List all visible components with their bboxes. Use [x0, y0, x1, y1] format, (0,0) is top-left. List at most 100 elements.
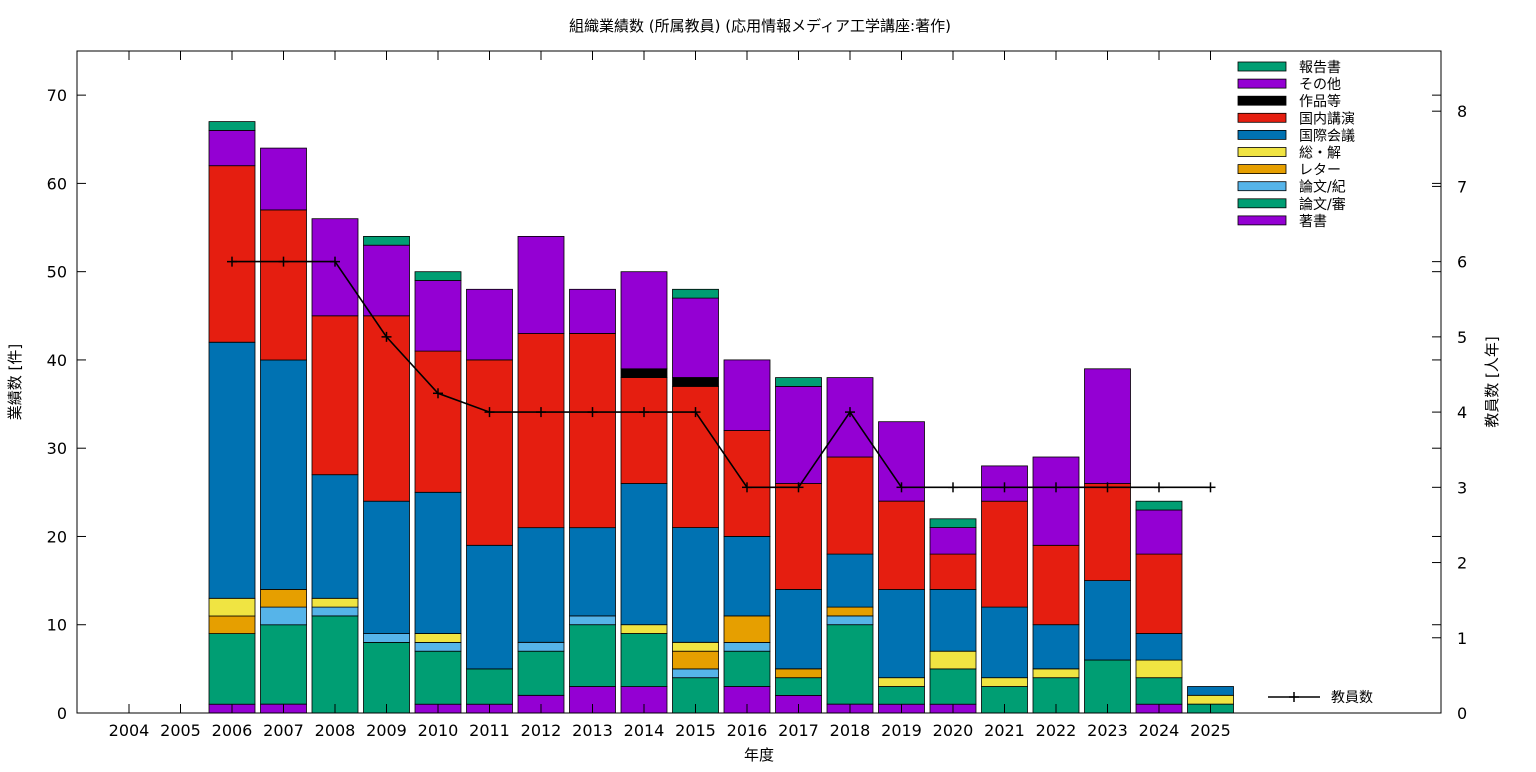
x-tick-label: 2013 — [572, 721, 613, 740]
bar-2025-series-5 — [1187, 686, 1234, 696]
bar-2009-series-8 — [363, 244, 410, 317]
bar-2012-series-5 — [517, 527, 565, 643]
bar-2020-series-6 — [929, 553, 977, 590]
y-tick-label: 30 — [47, 439, 67, 458]
legend-staff-line: 教員数 — [1268, 690, 1373, 706]
legend-label: 論文/審 — [1299, 197, 1346, 213]
staff-point — [433, 388, 443, 399]
x-tick-label: 2004 — [109, 721, 150, 740]
y-tick-label: 40 — [47, 351, 67, 370]
bar-2008-series-1 — [311, 615, 359, 714]
bar-2024-series-1 — [1135, 677, 1183, 705]
y2-axis-title: 教員数 [人年] — [1483, 336, 1501, 427]
legend-label: 国際会議 — [1299, 127, 1355, 144]
bar-2015-series-2 — [672, 668, 719, 679]
bar-2018-series-6 — [826, 456, 874, 555]
bar-2006-series-5 — [208, 341, 256, 599]
y2-tick-label: 5 — [1457, 328, 1467, 347]
bar-2018-series-3 — [826, 606, 874, 617]
bar-2024-series-8 — [1135, 509, 1183, 555]
x-tick-label: 2016 — [727, 721, 768, 740]
staff-point — [896, 482, 907, 493]
staff-point — [690, 407, 701, 418]
y2-axis: 0 1 2 3 4 5 6 7 8 — [1432, 102, 1467, 723]
legend-line-label: 教員数 — [1331, 690, 1373, 706]
bar-2009-series-1 — [363, 642, 410, 714]
bar-2013-series-6 — [569, 333, 616, 529]
bar-2017-series-1 — [775, 677, 822, 696]
staff-point — [742, 482, 752, 493]
bar-2012-series-1 — [517, 650, 565, 696]
x-tick-label: 2024 — [1139, 721, 1180, 740]
bar-2014-series-5 — [620, 483, 668, 626]
bar-2015-series-8 — [672, 297, 719, 378]
x-tick-label: 2005 — [160, 721, 201, 740]
x-tick-label: 2011 — [469, 721, 510, 740]
bar-2012-series-8 — [517, 235, 565, 334]
bar-2019-series-4 — [878, 677, 925, 687]
bar-2023-series-5 — [1084, 580, 1131, 661]
bar-2021-series-5 — [981, 606, 1028, 679]
staff-point — [948, 482, 958, 493]
bar-2024-series-4 — [1135, 659, 1183, 679]
legend-label: 作品等 — [1299, 93, 1341, 110]
bar-2008-series-2 — [311, 606, 359, 617]
bar-2006-series-3 — [208, 615, 256, 635]
bar-2020-series-1 — [929, 668, 977, 705]
x-tick-label: 2019 — [881, 721, 922, 740]
legend-label: レター — [1299, 163, 1341, 179]
bar-2022-series-8 — [1032, 456, 1080, 546]
legend-swatch — [1237, 181, 1287, 192]
y2-tick-label: 3 — [1457, 478, 1467, 497]
x-tick-label: 2018 — [830, 721, 871, 740]
y2-tick-label: 6 — [1457, 253, 1467, 272]
x-tick-label: 2020 — [933, 721, 974, 740]
legend-label: 論文/紀 — [1299, 180, 1346, 196]
legend-label: その他 — [1299, 77, 1341, 93]
bar-2013-series-5 — [569, 527, 616, 617]
bar-2015-series-9 — [672, 288, 719, 299]
staff-point — [536, 407, 546, 418]
bar-2007-series-1 — [260, 624, 307, 705]
staff-point — [639, 407, 649, 418]
legend-swatch — [1237, 147, 1287, 157]
bar-2022-series-5 — [1032, 624, 1080, 670]
bar-2021-series-4 — [981, 677, 1028, 687]
legend-swatch — [1237, 164, 1287, 175]
bar-2010-series-8 — [414, 280, 462, 352]
bar-2012-series-6 — [517, 333, 565, 529]
staff-point — [793, 482, 804, 493]
bar-2015-series-5 — [672, 527, 719, 643]
staff-line — [232, 260, 1211, 489]
bar-2011-series-6 — [466, 359, 513, 546]
x-tick-label: 2017 — [778, 721, 819, 740]
y2-tick-label: 7 — [1457, 177, 1467, 196]
bar-2016-series-3 — [723, 615, 771, 643]
x-tick-label: 2012 — [521, 721, 562, 740]
staff-point — [381, 331, 392, 342]
bar-2020-series-5 — [929, 589, 977, 652]
bar-2024-series-9 — [1135, 500, 1183, 511]
bar-2020-series-9 — [929, 518, 977, 528]
legend-label: 総・解 — [1299, 146, 1341, 162]
staff-point — [1154, 482, 1164, 493]
bar-2024-series-6 — [1135, 553, 1183, 634]
plot-frame — [76, 50, 1442, 714]
x-tick-label: 2014 — [624, 721, 665, 740]
bar-2019-series-1 — [878, 686, 925, 705]
y-tick-label: 10 — [47, 616, 67, 635]
bar-2013-series-8 — [569, 288, 616, 334]
legend-swatch — [1237, 215, 1287, 226]
y-tick-label: 20 — [47, 527, 67, 546]
staff-point — [845, 407, 855, 418]
y2-tick-label: 8 — [1457, 102, 1467, 121]
staff-point — [1051, 482, 1061, 493]
y2-tick-label: 2 — [1457, 554, 1467, 573]
bar-2006-series-9 — [208, 121, 256, 131]
bar-2022-series-4 — [1032, 668, 1080, 679]
staff-point — [278, 256, 289, 267]
bar-2017-series-8 — [775, 385, 822, 484]
bar-2020-series-8 — [929, 527, 977, 555]
bar-2018-series-1 — [826, 624, 874, 705]
